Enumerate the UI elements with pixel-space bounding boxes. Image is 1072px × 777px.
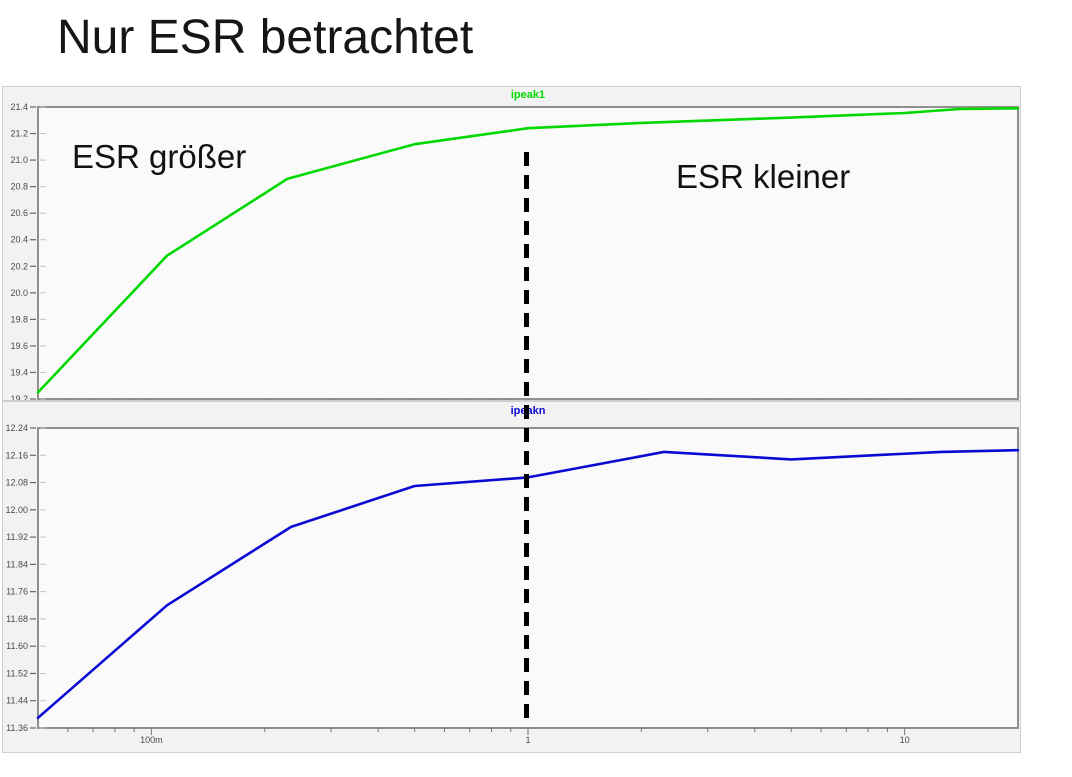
- y-tick-label: 19.8: [10, 314, 28, 324]
- y-tick-label: 21.2: [10, 129, 28, 139]
- y-tick-label: 19.6: [10, 341, 28, 351]
- y-tick-label: 11.44: [6, 696, 28, 706]
- x-tick-label: 1: [525, 735, 530, 745]
- chart-ipeak1: ipeak1 21.4 21.2 21.0 20.8 20.6 20.4 20.2 20.0 19…: [10, 89, 1020, 400]
- y-tick-label: 11.68: [6, 614, 28, 624]
- y-tick-label: 12.00: [5, 505, 28, 515]
- y-tick-label: 11.84: [6, 559, 28, 569]
- y-tick-label: 20.6: [10, 208, 28, 218]
- annotation-esr-kleiner: ESR kleiner: [676, 158, 851, 195]
- y-tick-label: 21.0: [10, 155, 28, 165]
- threshold-dashed-line: [524, 152, 529, 718]
- y-tick-label: 12.08: [5, 478, 28, 488]
- y-tick-label: 20.2: [10, 261, 28, 271]
- y-tick-label: 21.4: [10, 102, 28, 112]
- y-tick-label: 12.24: [5, 423, 28, 433]
- annotation-esr-groesser: ESR größer: [72, 138, 247, 175]
- slide-title: Nur ESR betrachtet: [57, 11, 474, 64]
- x-tick-label: 100m: [140, 735, 163, 745]
- y-tick-label: 11.52: [6, 668, 28, 678]
- y-tick-label: 11.76: [6, 587, 28, 597]
- y-tick-label: 20.0: [10, 288, 28, 298]
- y-tick-label: 19.2: [10, 394, 28, 400]
- waveform-panel-ipeakn: ipeakn12.2412.1612.0812.0011.9211.8411.7…: [2, 401, 1021, 753]
- chart-ipeakn: ipeakn12.2412.1612.0812.0011.9211.8411.7…: [5, 405, 1020, 745]
- y-tick-label: 11.92: [6, 532, 28, 542]
- y-tick-label: 20.8: [10, 182, 28, 192]
- waveform-panel-ipeak1: ipeak1 21.4 21.2 21.0 20.8 20.6 20.4 20.2 20.0 19…: [2, 86, 1021, 401]
- y-tick-label: 12.16: [5, 450, 28, 460]
- y-tick-label: 11.36: [6, 723, 28, 733]
- y-tick-label: 19.4: [10, 367, 28, 377]
- trace-title: ipeak1: [511, 89, 545, 101]
- y-tick-label: 11.60: [6, 641, 28, 651]
- y-tick-label: 20.4: [10, 235, 28, 245]
- x-tick-label: 10: [900, 735, 910, 745]
- ipeak1-curve: [36, 106, 1020, 394]
